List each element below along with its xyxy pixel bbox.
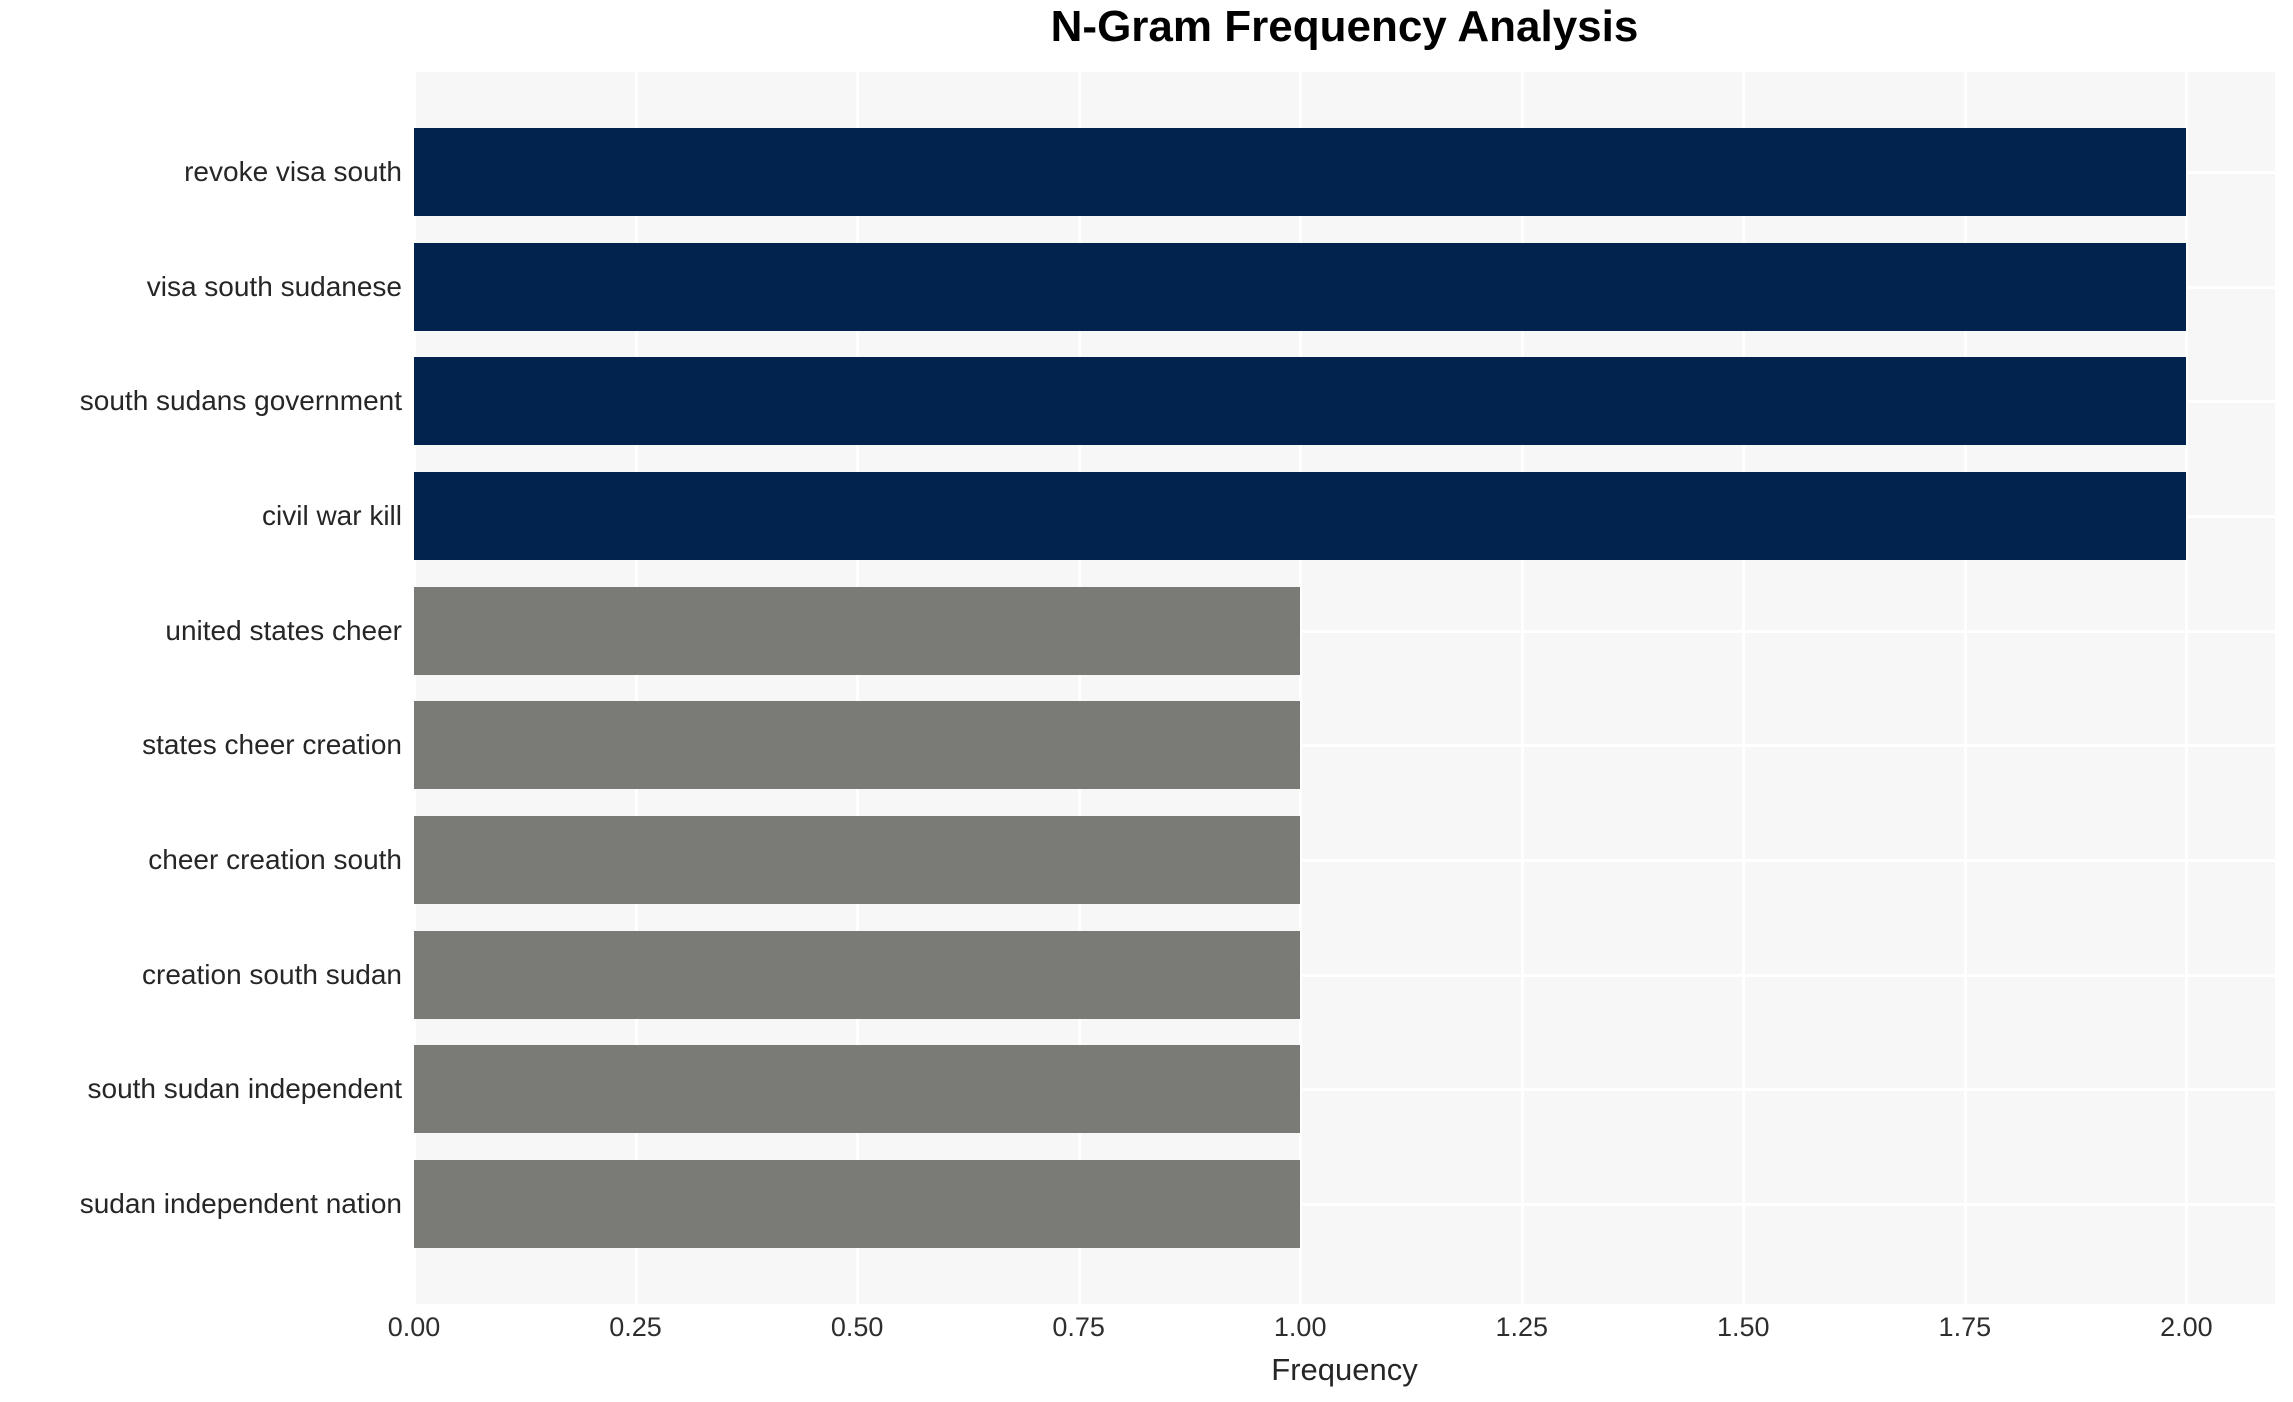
y-tick-label: south sudans government: [79, 385, 402, 417]
bar: [414, 701, 1301, 790]
bar: [414, 242, 2187, 331]
y-tick-label: creation south sudan: [142, 958, 402, 990]
x-tick-label: 0.50: [830, 1312, 884, 1342]
chart-title: N-Gram Frequency Analysis: [1050, 2, 1639, 51]
x-tick-label: 0.00: [387, 1312, 441, 1342]
y-tick-label: cheer creation south: [148, 844, 402, 875]
vertical-gridline: [1299, 72, 1303, 1304]
bar: [414, 930, 1301, 1019]
y-axis-labels: revoke visa south visa south sudanese sout…: [0, 72, 402, 1304]
x-tick-label: 0.25: [609, 1312, 662, 1342]
vertical-gridline: [634, 72, 638, 1304]
vertical-gridline: [1963, 72, 1967, 1304]
bar: [414, 816, 1301, 904]
bar: [414, 128, 2187, 216]
x-tick-label: 1.00: [1273, 1312, 1327, 1342]
x-tick-label: 1.25: [1495, 1312, 1549, 1342]
y-tick-label: sudan independent nation: [79, 1188, 402, 1219]
vertical-gridline: [2185, 72, 2189, 1304]
y-tick-label: civil war kill: [262, 500, 402, 531]
y-tick-label: revoke visa south: [184, 156, 402, 187]
horizontal-gridline: [414, 629, 2275, 633]
y-tick-label: united states cheer: [165, 614, 402, 646]
y-tick-label: visa south sudanese: [146, 270, 402, 302]
bar: [414, 472, 2187, 560]
horizontal-gridline: [414, 859, 2275, 862]
bar: [414, 357, 2187, 446]
x-axis-label: Frequency: [1271, 1352, 1418, 1387]
y-tick-label: states cheer creation: [142, 729, 402, 761]
horizontal-gridline: [414, 744, 2275, 748]
vertical-gridline: [856, 72, 860, 1304]
vertical-gridline: [1520, 72, 1524, 1304]
vertical-gridline: [1742, 72, 1746, 1304]
horizontal-gridline: [414, 1203, 2275, 1206]
plot-area: [413, 72, 2275, 1304]
x-axis-ticks: 0.00 0.25 0.50 0.75 1.00 1.25 1.50 1.75 2.00: [388, 1312, 2275, 1352]
vertical-gridline: [413, 72, 416, 1304]
x-tick-label: 0.75: [1052, 1312, 1105, 1342]
x-tick-label: 1.50: [1717, 1312, 1770, 1342]
bar: [414, 586, 1301, 675]
horizontal-gridline: [414, 973, 2275, 977]
vertical-gridline: [1077, 72, 1081, 1304]
bar: [414, 1045, 1301, 1134]
horizontal-gridline: [414, 1088, 2275, 1092]
y-tick-label: south sudan independent: [87, 1073, 403, 1105]
bar: [414, 1160, 1301, 1248]
x-tick-label: 1.75: [1938, 1312, 1992, 1342]
x-tick-label: 2.00: [2160, 1312, 2213, 1342]
